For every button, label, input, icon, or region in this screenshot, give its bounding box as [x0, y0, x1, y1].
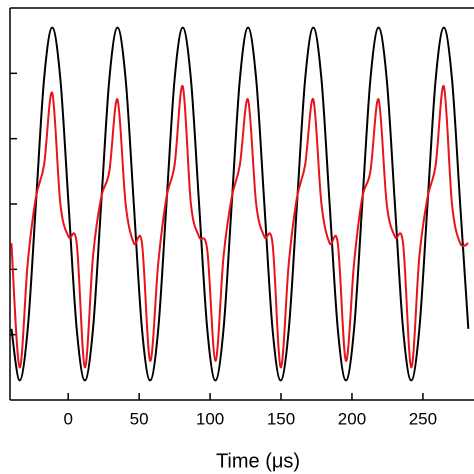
x-tick-label: 0 — [63, 409, 72, 428]
x-tick-label: 200 — [338, 409, 366, 428]
x-tick-label: 50 — [130, 409, 149, 428]
x-tick-label: 150 — [267, 409, 295, 428]
data-line — [10, 26, 470, 382]
data-line — [10, 85, 469, 369]
x-axis-label: Time (μs) — [216, 450, 300, 472]
x-tick-label: 100 — [196, 409, 224, 428]
x-tick-label: 250 — [409, 409, 437, 428]
